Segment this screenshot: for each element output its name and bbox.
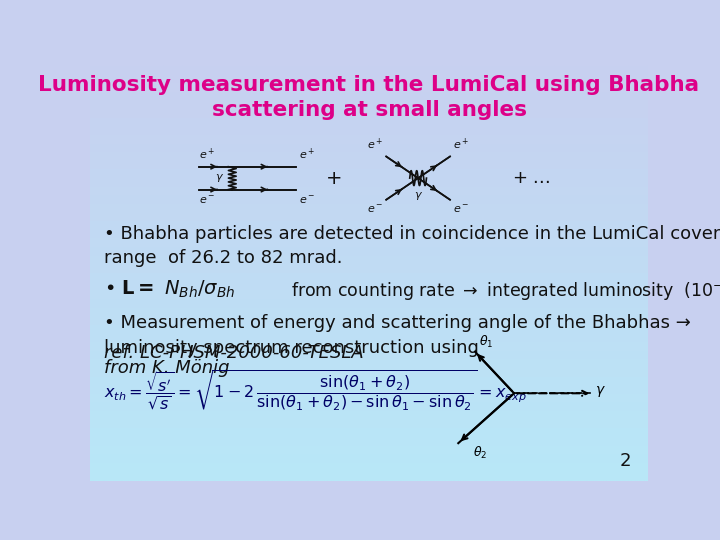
Text: $e^+$: $e^+$: [300, 146, 315, 161]
Text: $e^-$: $e^-$: [453, 204, 469, 215]
Text: • Measurement of energy and scattering angle of the Bhabhas →
luminosity spectru: • Measurement of energy and scattering a…: [104, 314, 690, 356]
Text: from counting rate $\rightarrow$ integrated luminosity  $(10^{-3}$ - $10^{-4})$: from counting rate $\rightarrow$ integra…: [291, 279, 720, 303]
Text: from K. Mönig: from K. Mönig: [104, 359, 230, 377]
Text: $e^-$: $e^-$: [367, 204, 383, 215]
Text: $+$ ...: $+$ ...: [512, 169, 550, 187]
Text: Luminosity measurement in the LumiCal using Bhabha
scattering at small angles: Luminosity measurement in the LumiCal us…: [38, 75, 700, 120]
Text: $e^-$: $e^-$: [199, 194, 215, 206]
Text: $\gamma$: $\gamma$: [215, 172, 224, 184]
Text: $x_{th} = \dfrac{\sqrt{s^{\prime}}}{\sqrt{s}} = \sqrt{1-2\,\dfrac{\sin(\theta_1+: $x_{th} = \dfrac{\sqrt{s^{\prime}}}{\sqr…: [104, 369, 526, 414]
Text: $e^+$: $e^+$: [199, 146, 215, 161]
Text: $\gamma$: $\gamma$: [413, 190, 423, 202]
Text: $e^-$: $e^-$: [300, 194, 316, 206]
Text: $\theta_1$: $\theta_1$: [479, 334, 493, 349]
Text: $\theta_2$: $\theta_2$: [474, 446, 487, 461]
Text: $+$: $+$: [325, 168, 341, 187]
Text: $e^+$: $e^+$: [453, 137, 469, 152]
Text: 2: 2: [620, 452, 631, 470]
Text: • Bhabha particles are detected in coincidence in the LumiCal covering a
range  : • Bhabha particles are detected in coinc…: [104, 225, 720, 267]
Text: • $\mathbf{L=}$ $N_{Bh}/\sigma_{Bh}$: • $\mathbf{L=}$ $N_{Bh}/\sigma_{Bh}$: [104, 279, 235, 300]
Text: $\gamma$: $\gamma$: [595, 384, 606, 399]
Text: $e^+$: $e^+$: [367, 137, 383, 152]
Text: ref. LC-PHSM-2000-60-TESLA: ref. LC-PHSM-2000-60-TESLA: [104, 344, 364, 362]
